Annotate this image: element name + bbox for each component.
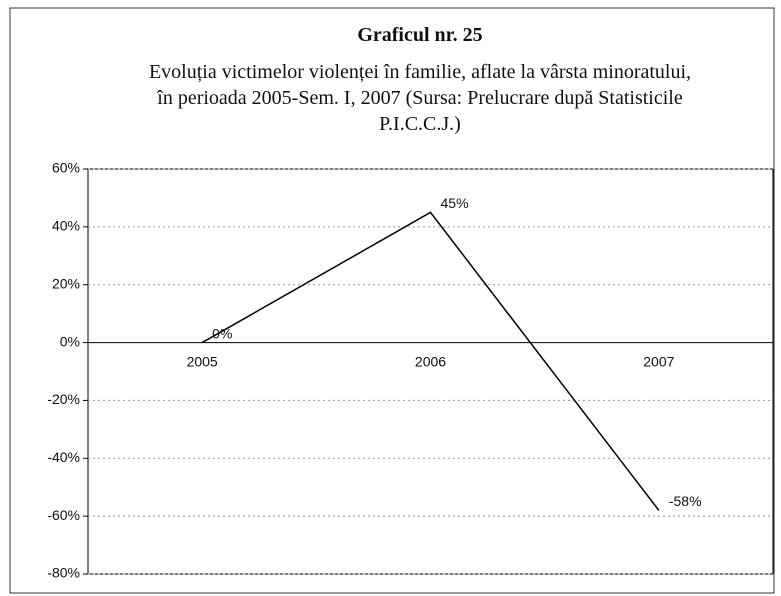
y-tick-label: -20% [47,391,80,407]
line [201,211,660,511]
y-tick-label: 60% [52,160,80,176]
x-tick-label: 2007 [643,353,674,369]
data-label: 45% [441,195,469,211]
y-tick-label: -60% [47,507,80,523]
chart-title: Graficul nr. 25 [357,24,482,46]
x-tick-label: 2006 [415,353,446,369]
chart-subtitle: în perioada 2005-Sem. I, 2007 (Sursa: Pr… [156,87,683,109]
x-tick-label: 2005 [187,353,218,369]
data-label: -58% [669,493,702,509]
y-tick-label: 0% [60,333,80,349]
y-tick-label: -80% [47,565,80,581]
y-tick-label: -40% [47,449,80,465]
data-label: 0% [212,325,232,341]
chart-frame [9,7,775,594]
y-tick-label: 20% [52,275,80,291]
y-tick-label: 40% [52,218,80,234]
chart-subtitle: Evoluția victimelor violenței în familie… [149,61,691,83]
chart-subtitle: P.I.C.C.J.) [379,113,461,135]
